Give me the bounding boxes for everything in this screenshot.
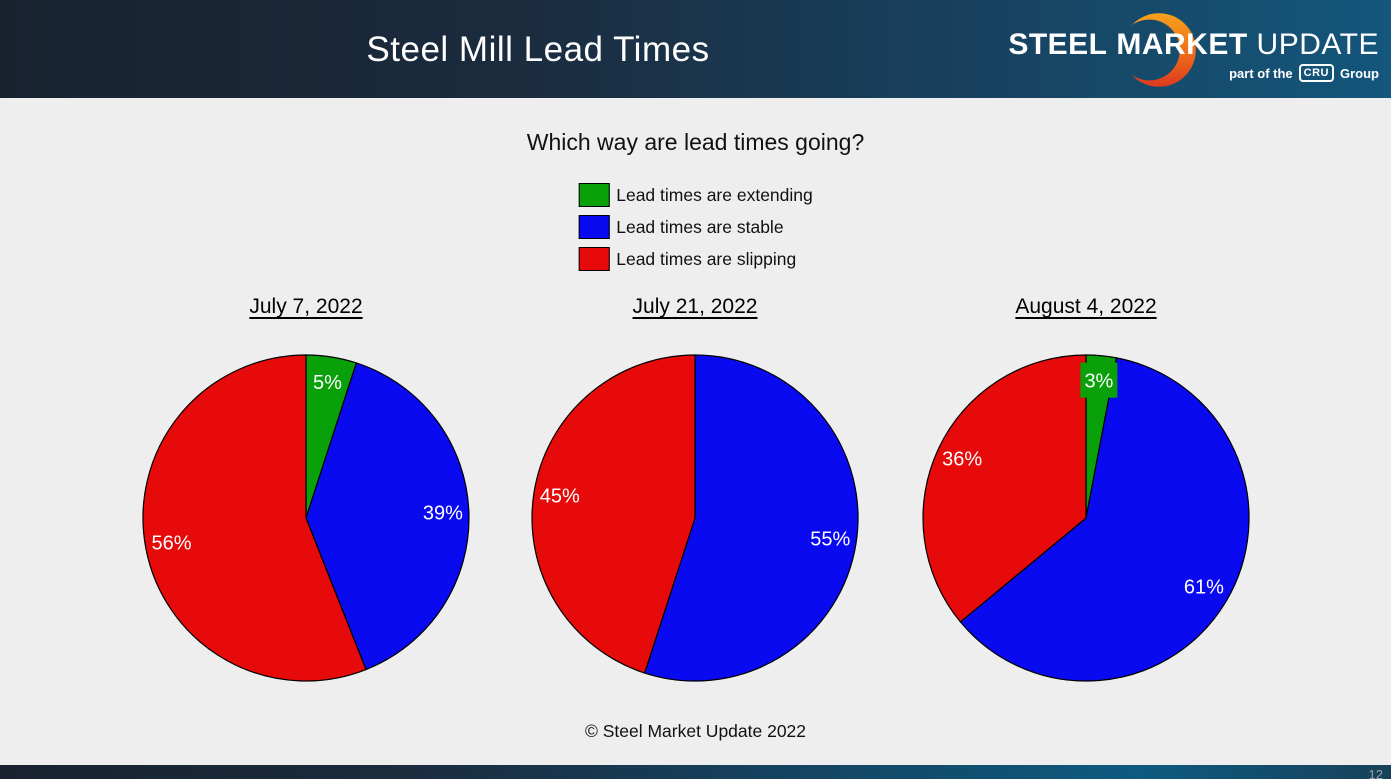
legend-label: Lead times are stable (616, 216, 784, 237)
crescent-icon (1131, 13, 1196, 87)
chart-question-title: Which way are lead times going? (526, 129, 865, 155)
pie-chart-july21: 55% 45% (531, 354, 859, 682)
copyright-text: © Steel Market Update 2022 (584, 721, 807, 741)
page-title: Steel Mill Lead Times (366, 30, 710, 69)
cru-badge: CRU (1298, 64, 1334, 82)
legend-swatch-stable (578, 215, 610, 239)
legend-swatch-extending (578, 183, 610, 207)
legend-item-slipping: Lead times are slipping (578, 247, 813, 271)
pie-slice (959, 357, 1250, 682)
logo-wordmark: STEEL MARKET UPDATE (1008, 28, 1379, 62)
tagline-prefix: part of the (1229, 65, 1293, 81)
pie-chart-july7: 5% 39% 56% (142, 354, 470, 682)
pie-value-label: 56% (151, 533, 191, 555)
legend-item-extending: Lead times are extending (578, 183, 813, 207)
legend-item-stable: Lead times are stable (578, 215, 813, 239)
logo-word-update: UPDATE (1256, 28, 1379, 61)
pie-value-label: 3% (1084, 371, 1113, 393)
tagline-suffix: Group (1340, 65, 1379, 81)
pie-slice (643, 354, 859, 682)
pie-value-label: 5% (313, 372, 342, 394)
pie-value-label: 55% (810, 528, 850, 550)
logo-word-steel: STEEL (1008, 28, 1108, 61)
header-bar: Steel Mill Lead Times STEEL MARKET UPDAT… (0, 0, 1391, 98)
pie-value-label: 36% (942, 449, 982, 471)
pie-label-background (1080, 362, 1118, 398)
chart-title-july21: July 21, 2022 (632, 295, 758, 318)
logo-word-market: MARKET (1116, 28, 1248, 61)
legend-swatch-slipping (578, 247, 610, 271)
legend-label: Lead times are extending (616, 184, 813, 205)
pie-slice (922, 354, 1087, 623)
pie-slice (531, 354, 696, 674)
pie-value-label: 39% (423, 503, 463, 525)
pie-value-label: 45% (540, 486, 580, 508)
chart-title-august4: August 4, 2022 (1015, 295, 1157, 318)
smu-logo: STEEL MARKET UPDATE part of the CRU Grou… (1008, 0, 1385, 98)
legend-label: Lead times are slipping (616, 248, 797, 269)
chart-title-july7: July 7, 2022 (249, 295, 363, 318)
logo-tagline: part of the CRU Group (1229, 64, 1379, 82)
page-number: 12 (1368, 767, 1383, 779)
pie-slice (142, 354, 367, 682)
pie-value-label: 61% (1184, 577, 1224, 599)
bottom-bar: 12 (0, 765, 1391, 779)
legend: Lead times are extending Lead times are … (578, 183, 813, 271)
pie-chart-august4: 3% 61% 36% (922, 354, 1250, 682)
pie-slice (305, 362, 470, 671)
